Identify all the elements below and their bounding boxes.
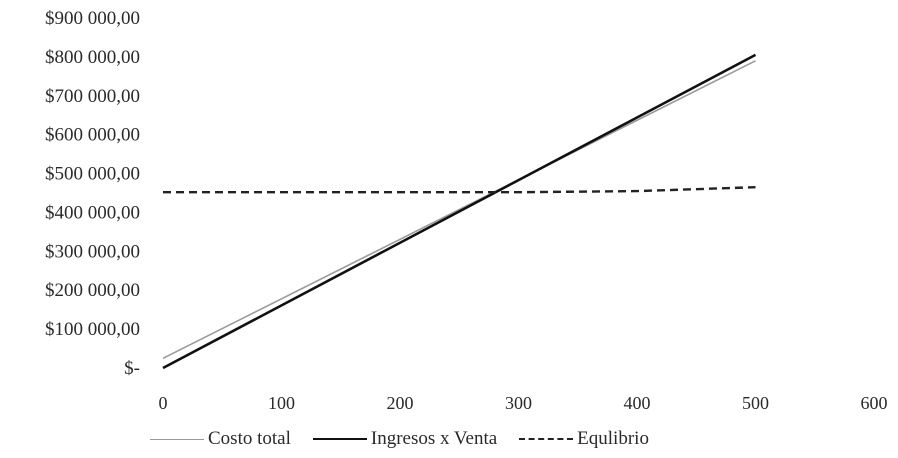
x-tick-label: 500 <box>742 393 769 413</box>
series-line-ingresos-x-venta <box>162 53 757 370</box>
y-tick-label: $300 000,00 <box>45 241 140 262</box>
x-axis-ticks: 0 100 200 300 400 500 600 <box>159 393 888 413</box>
y-tick-label: $200 000,00 <box>45 280 140 301</box>
y-tick-label: $600 000,00 <box>45 125 140 146</box>
legend-swatch-costo-total <box>150 438 204 440</box>
y-tick-label: $500 000,00 <box>45 164 140 185</box>
legend-label-equilibrio: Equlibrio <box>577 428 649 449</box>
legend-swatch-ingresos-x-venta <box>312 438 367 440</box>
y-axis-ticks: $- $100 000,00 $200 000,00 $300 000,00 $400 … <box>45 8 140 379</box>
x-tick-label: 400 <box>624 393 651 413</box>
x-tick-label: 100 <box>268 393 295 413</box>
y-tick-label: $- <box>124 358 140 379</box>
x-tick-label: 300 <box>505 393 532 413</box>
y-tick-label: $900 000,00 <box>45 8 140 29</box>
legend-swatch-equilibrio <box>519 438 574 440</box>
series-line-costo-total <box>162 60 756 360</box>
y-tick-label: $700 000,00 <box>45 86 140 107</box>
series-line-equlibrio <box>163 186 756 194</box>
x-tick-label: 600 <box>861 393 888 413</box>
x-tick-label: 200 <box>387 393 414 413</box>
legend-item-costo-total: Costo total <box>150 428 291 450</box>
y-tick-label: $100 000,00 <box>45 319 140 340</box>
legend-item-ingresos-x-venta: Ingresos x Venta <box>312 428 498 450</box>
legend: Costo total Ingresos x Venta Equlibrio <box>150 424 850 454</box>
legend-label-ingresos-x-venta: Ingresos x Venta <box>370 428 498 449</box>
x-tick-label: 0 <box>159 393 168 413</box>
y-tick-label: $800 000,00 <box>45 47 140 68</box>
y-tick-label: $400 000,00 <box>45 202 140 223</box>
series-layer <box>162 53 757 370</box>
legend-item-equilibrio: Equlibrio <box>519 428 649 450</box>
legend-label-costo-total: Costo total <box>208 428 291 449</box>
